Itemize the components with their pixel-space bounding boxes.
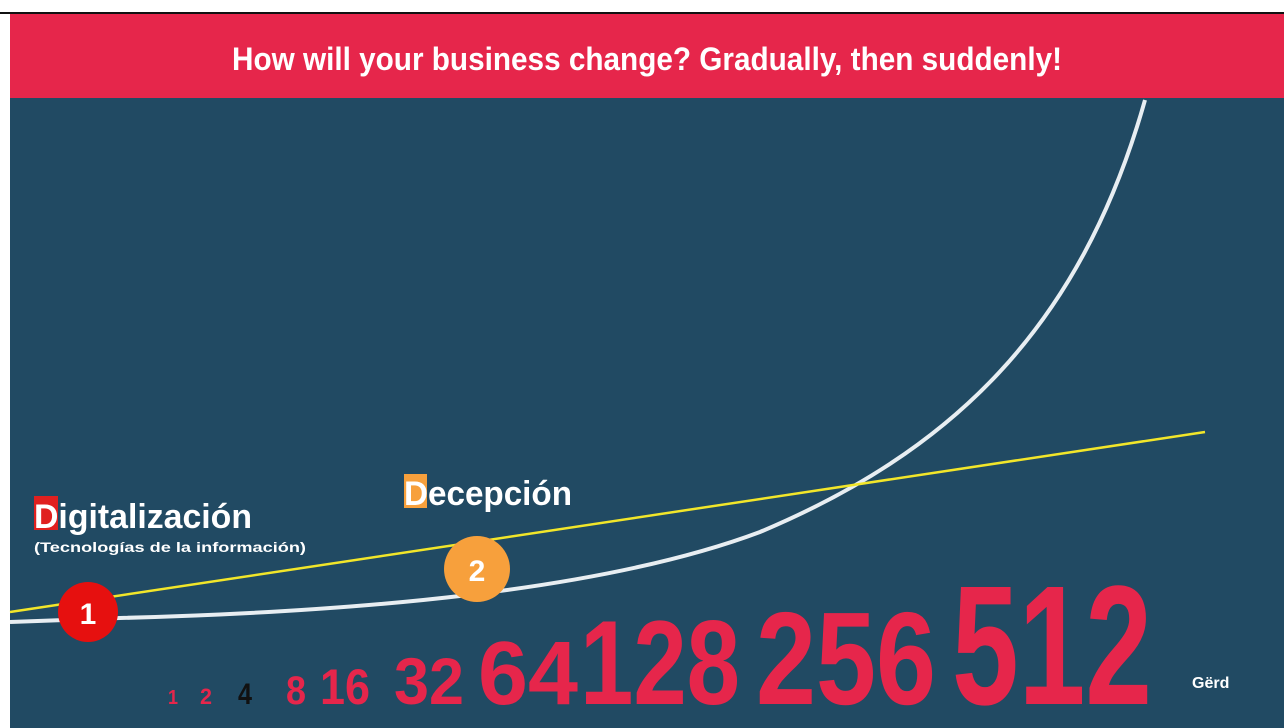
letter-highlight	[34, 496, 58, 530]
sequence-number: 16	[320, 659, 370, 715]
linear-line	[9, 430, 1206, 614]
sequence-number: 512	[952, 551, 1152, 728]
exponential-curve	[9, 99, 1147, 624]
badge	[444, 536, 510, 602]
sequence-number: 4	[238, 678, 252, 711]
sequence-number: 32	[394, 644, 464, 718]
sequence-number: 2	[200, 684, 212, 709]
title: How will your business change? Gradually…	[232, 41, 1062, 77]
sequence-number: 256	[756, 585, 936, 728]
sequence-number: 128	[580, 596, 740, 728]
badge-label: 1	[80, 598, 97, 631]
label-decepcion: Decepción	[404, 475, 572, 513]
letter-highlight	[404, 474, 427, 508]
sequence: 1 2 4 8 16 32 64 128 256 512	[168, 551, 1152, 728]
slide-bg	[10, 14, 1284, 728]
title-banner	[10, 14, 1284, 98]
logo: Gërd	[1192, 675, 1229, 692]
sequence-number: 1	[168, 687, 178, 709]
sequence-number: 8	[286, 669, 306, 713]
badge-label: 2	[469, 555, 486, 588]
label-digitalizacion: Digitalización	[34, 498, 252, 536]
badge	[58, 582, 118, 642]
sequence-number: 64	[478, 624, 578, 724]
label-sub: (Tecnologías de la información)	[34, 539, 306, 555]
